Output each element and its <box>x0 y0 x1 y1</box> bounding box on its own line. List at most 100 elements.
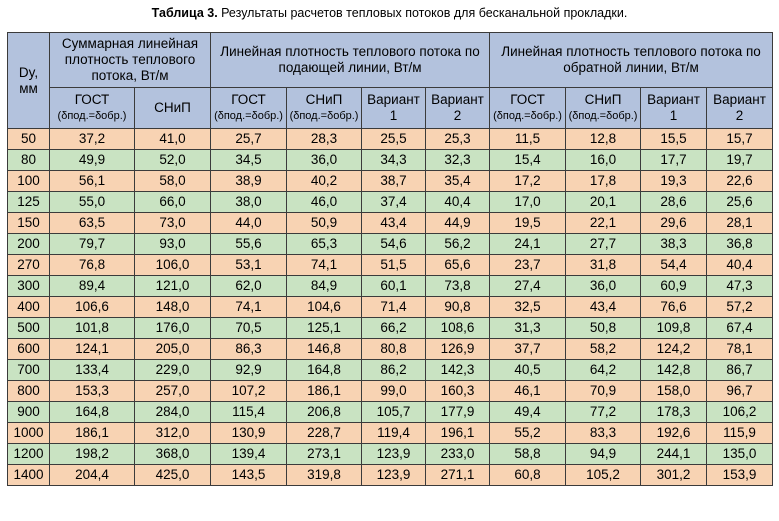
cell-supply-variant2: 40,4 <box>425 191 491 213</box>
cell-supply-variant1: 54,6 <box>361 233 427 255</box>
cell-sum-snip: 106,0 <box>133 254 212 276</box>
cell-dy: 1400 <box>7 464 50 486</box>
cell-dy: 900 <box>7 401 50 423</box>
cell-sum-gost: 101,8 <box>49 317 135 339</box>
table-row: 80 49,9 52,0 34,5 36,0 34,3 32,3 15,4 16,0 17,7 19… <box>7 149 774 171</box>
cell-supply-variant1: 51,5 <box>361 254 427 276</box>
cell-return-snip: 12,8 <box>565 128 642 150</box>
cell-supply-variant1: 119,4 <box>361 422 427 444</box>
header-gost-sub: (δпод.=δобр.) <box>214 110 283 122</box>
cell-return-snip: 17,8 <box>565 170 642 192</box>
cell-sum-snip: 205,0 <box>133 338 212 360</box>
header-dy-line1: Dy, <box>18 64 39 80</box>
cell-return-variant2: 22,6 <box>706 170 774 192</box>
cell-return-snip: 43,4 <box>565 296 642 318</box>
header-variant-label: Вариант <box>713 92 766 107</box>
cell-supply-variant1: 86,2 <box>361 359 427 381</box>
cell-return-variant1: 244,1 <box>640 443 708 465</box>
header-return-variant2: Вариант 2 <box>706 87 774 129</box>
cell-return-snip: 58,2 <box>565 338 642 360</box>
cell-supply-gost: 55,6 <box>210 233 288 255</box>
cell-supply-snip: 164,8 <box>286 359 363 381</box>
header-gost-label: ГОСТ <box>231 92 266 107</box>
cell-supply-variant2: 25,3 <box>425 128 491 150</box>
cell-return-variant1: 60,9 <box>640 275 708 297</box>
cell-return-variant1: 38,3 <box>640 233 708 255</box>
cell-supply-gost: 143,5 <box>210 464 288 486</box>
cell-sum-snip: 229,0 <box>133 359 212 381</box>
header-snip-sub: (δпод.=δобр.) <box>289 110 359 122</box>
cell-supply-snip: 146,8 <box>286 338 363 360</box>
cell-dy: 400 <box>7 296 50 318</box>
cell-supply-snip: 50,9 <box>286 212 363 234</box>
cell-dy: 100 <box>7 170 50 192</box>
cell-return-variant2: 135,0 <box>706 443 774 465</box>
cell-return-snip: 64,2 <box>565 359 642 381</box>
cell-return-variant1: 192,6 <box>640 422 708 444</box>
cell-sum-gost: 56,1 <box>49 170 135 192</box>
cell-supply-variant1: 80,8 <box>361 338 427 360</box>
header-variant-label: Вариант <box>431 92 484 107</box>
cell-sum-snip: 52,0 <box>133 149 212 171</box>
cell-sum-gost: 89,4 <box>49 275 135 297</box>
table-row: 100 56,1 58,0 38,9 40,2 38,7 35,4 17,2 17,8 19,3 2… <box>7 170 774 192</box>
cell-supply-variant2: 35,4 <box>425 170 491 192</box>
cell-return-gost: 24,1 <box>489 233 567 255</box>
cell-return-variant2: 19,7 <box>706 149 774 171</box>
cell-supply-gost: 92,9 <box>210 359 288 381</box>
cell-return-snip: 20,1 <box>565 191 642 213</box>
cell-return-gost: 49,4 <box>489 401 567 423</box>
table-row: 1000 186,1 312,0 130,9 228,7 119,4 196,1 55,2 83… <box>7 422 774 444</box>
cell-return-variant2: 67,4 <box>706 317 774 339</box>
cell-supply-variant1: 105,7 <box>361 401 427 423</box>
cell-supply-variant2: 142,3 <box>425 359 491 381</box>
cell-return-gost: 15,4 <box>489 149 567 171</box>
cell-dy: 80 <box>7 149 50 171</box>
header-gost-sub: (δпод.=δобр.) <box>493 110 562 122</box>
cell-dy: 800 <box>7 380 50 402</box>
cell-sum-snip: 58,0 <box>133 170 212 192</box>
header-variant-num: 2 <box>735 108 744 123</box>
cell-sum-snip: 148,0 <box>133 296 212 318</box>
cell-return-gost: 32,5 <box>489 296 567 318</box>
cell-sum-snip: 425,0 <box>133 464 212 486</box>
cell-return-gost: 58,8 <box>489 443 567 465</box>
header-variant-label: Вариант <box>647 92 700 107</box>
cell-dy: 1000 <box>7 422 50 444</box>
cell-sum-snip: 93,0 <box>133 233 212 255</box>
cell-sum-snip: 41,0 <box>133 128 212 150</box>
header-snip-label: СНиП <box>305 92 343 107</box>
cell-supply-gost: 130,9 <box>210 422 288 444</box>
cell-dy: 600 <box>7 338 50 360</box>
table-row: 400 106,6 148,0 74,1 104,6 71,4 90,8 32,5 43,4 76… <box>7 296 774 318</box>
table-row: 900 164,8 284,0 115,4 206,8 105,7 177,9 49,4 77,… <box>7 401 774 423</box>
cell-return-variant1: 158,0 <box>640 380 708 402</box>
cell-return-snip: 27,7 <box>565 233 642 255</box>
header-snip-label: СНиП <box>584 92 622 107</box>
cell-supply-variant1: 66,2 <box>361 317 427 339</box>
cell-sum-snip: 312,0 <box>133 422 212 444</box>
cell-return-variant2: 15,7 <box>706 128 774 150</box>
cell-supply-variant1: 60,1 <box>361 275 427 297</box>
cell-supply-variant1: 25,5 <box>361 128 427 150</box>
cell-supply-snip: 104,6 <box>286 296 363 318</box>
cell-sum-gost: 198,2 <box>49 443 135 465</box>
cell-supply-variant2: 271,1 <box>425 464 491 486</box>
table-row: 600 124,1 205,0 86,3 146,8 80,8 126,9 37,7 58,2 1… <box>7 338 774 360</box>
cell-return-variant1: 109,8 <box>640 317 708 339</box>
cell-return-variant2: 86,7 <box>706 359 774 381</box>
cell-sum-gost: 124,1 <box>49 338 135 360</box>
cell-return-variant2: 115,9 <box>706 422 774 444</box>
cell-return-gost: 19,5 <box>489 212 567 234</box>
header-dy-line2: мм <box>19 80 38 96</box>
cell-supply-gost: 53,1 <box>210 254 288 276</box>
cell-return-snip: 70,9 <box>565 380 642 402</box>
cell-supply-gost: 115,4 <box>210 401 288 423</box>
table-row: 270 76,8 106,0 53,1 74,1 51,5 65,6 23,7 31,8 54,4… <box>7 254 774 276</box>
cell-supply-snip: 40,2 <box>286 170 363 192</box>
cell-sum-gost: 186,1 <box>49 422 135 444</box>
results-table: Dy, мм Суммарная линейная плотность тепл… <box>7 32 774 486</box>
cell-sum-gost: 55,0 <box>49 191 135 213</box>
cell-supply-gost: 139,4 <box>210 443 288 465</box>
cell-supply-variant2: 177,9 <box>425 401 491 423</box>
